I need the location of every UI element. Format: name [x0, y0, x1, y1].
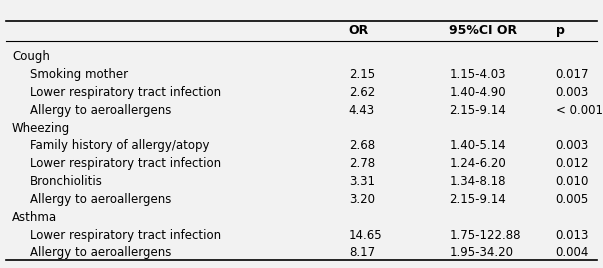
Text: 0.013: 0.013 — [555, 229, 589, 242]
Text: Lower respiratory tract infection: Lower respiratory tract infection — [30, 86, 221, 99]
Text: 1.15-4.03: 1.15-4.03 — [449, 68, 506, 81]
Text: 1.95-34.20: 1.95-34.20 — [449, 247, 513, 259]
Text: 2.62: 2.62 — [349, 86, 375, 99]
Text: 1.40-4.90: 1.40-4.90 — [449, 86, 506, 99]
Text: p: p — [555, 24, 564, 38]
Text: Cough: Cough — [12, 50, 50, 63]
Text: Allergy to aeroallergens: Allergy to aeroallergens — [30, 193, 171, 206]
Text: 3.20: 3.20 — [349, 193, 375, 206]
Text: 3.31: 3.31 — [349, 175, 375, 188]
Text: Family history of allergy/atopy: Family history of allergy/atopy — [30, 139, 209, 152]
Text: 2.78: 2.78 — [349, 157, 375, 170]
Text: 1.40-5.14: 1.40-5.14 — [449, 139, 506, 152]
Text: 0.003: 0.003 — [555, 139, 589, 152]
Text: 2.15: 2.15 — [349, 68, 375, 81]
Text: 2.15-9.14: 2.15-9.14 — [449, 193, 506, 206]
Text: 1.24-6.20: 1.24-6.20 — [449, 157, 506, 170]
Text: 14.65: 14.65 — [349, 229, 382, 242]
Text: 0.017: 0.017 — [555, 68, 589, 81]
Text: 0.010: 0.010 — [555, 175, 589, 188]
Text: 0.004: 0.004 — [555, 247, 589, 259]
Text: Lower respiratory tract infection: Lower respiratory tract infection — [30, 157, 221, 170]
Text: 2.68: 2.68 — [349, 139, 375, 152]
Text: OR: OR — [349, 24, 369, 38]
Text: Allergy to aeroallergens: Allergy to aeroallergens — [30, 247, 171, 259]
Text: 0.005: 0.005 — [555, 193, 589, 206]
Text: Bronchiolitis: Bronchiolitis — [30, 175, 103, 188]
Text: 8.17: 8.17 — [349, 247, 375, 259]
Text: 0.012: 0.012 — [555, 157, 589, 170]
Text: < 0.001: < 0.001 — [555, 104, 602, 117]
Text: Asthma: Asthma — [12, 211, 57, 224]
Text: 4.43: 4.43 — [349, 104, 375, 117]
Text: 0.003: 0.003 — [555, 86, 589, 99]
Text: 1.75-122.88: 1.75-122.88 — [449, 229, 521, 242]
Text: Lower respiratory tract infection: Lower respiratory tract infection — [30, 229, 221, 242]
Text: 1.34-8.18: 1.34-8.18 — [449, 175, 506, 188]
Text: 95%CI OR: 95%CI OR — [449, 24, 517, 38]
Text: 2.15-9.14: 2.15-9.14 — [449, 104, 506, 117]
Text: Allergy to aeroallergens: Allergy to aeroallergens — [30, 104, 171, 117]
Text: Wheezing: Wheezing — [12, 122, 70, 135]
Text: Smoking mother: Smoking mother — [30, 68, 128, 81]
